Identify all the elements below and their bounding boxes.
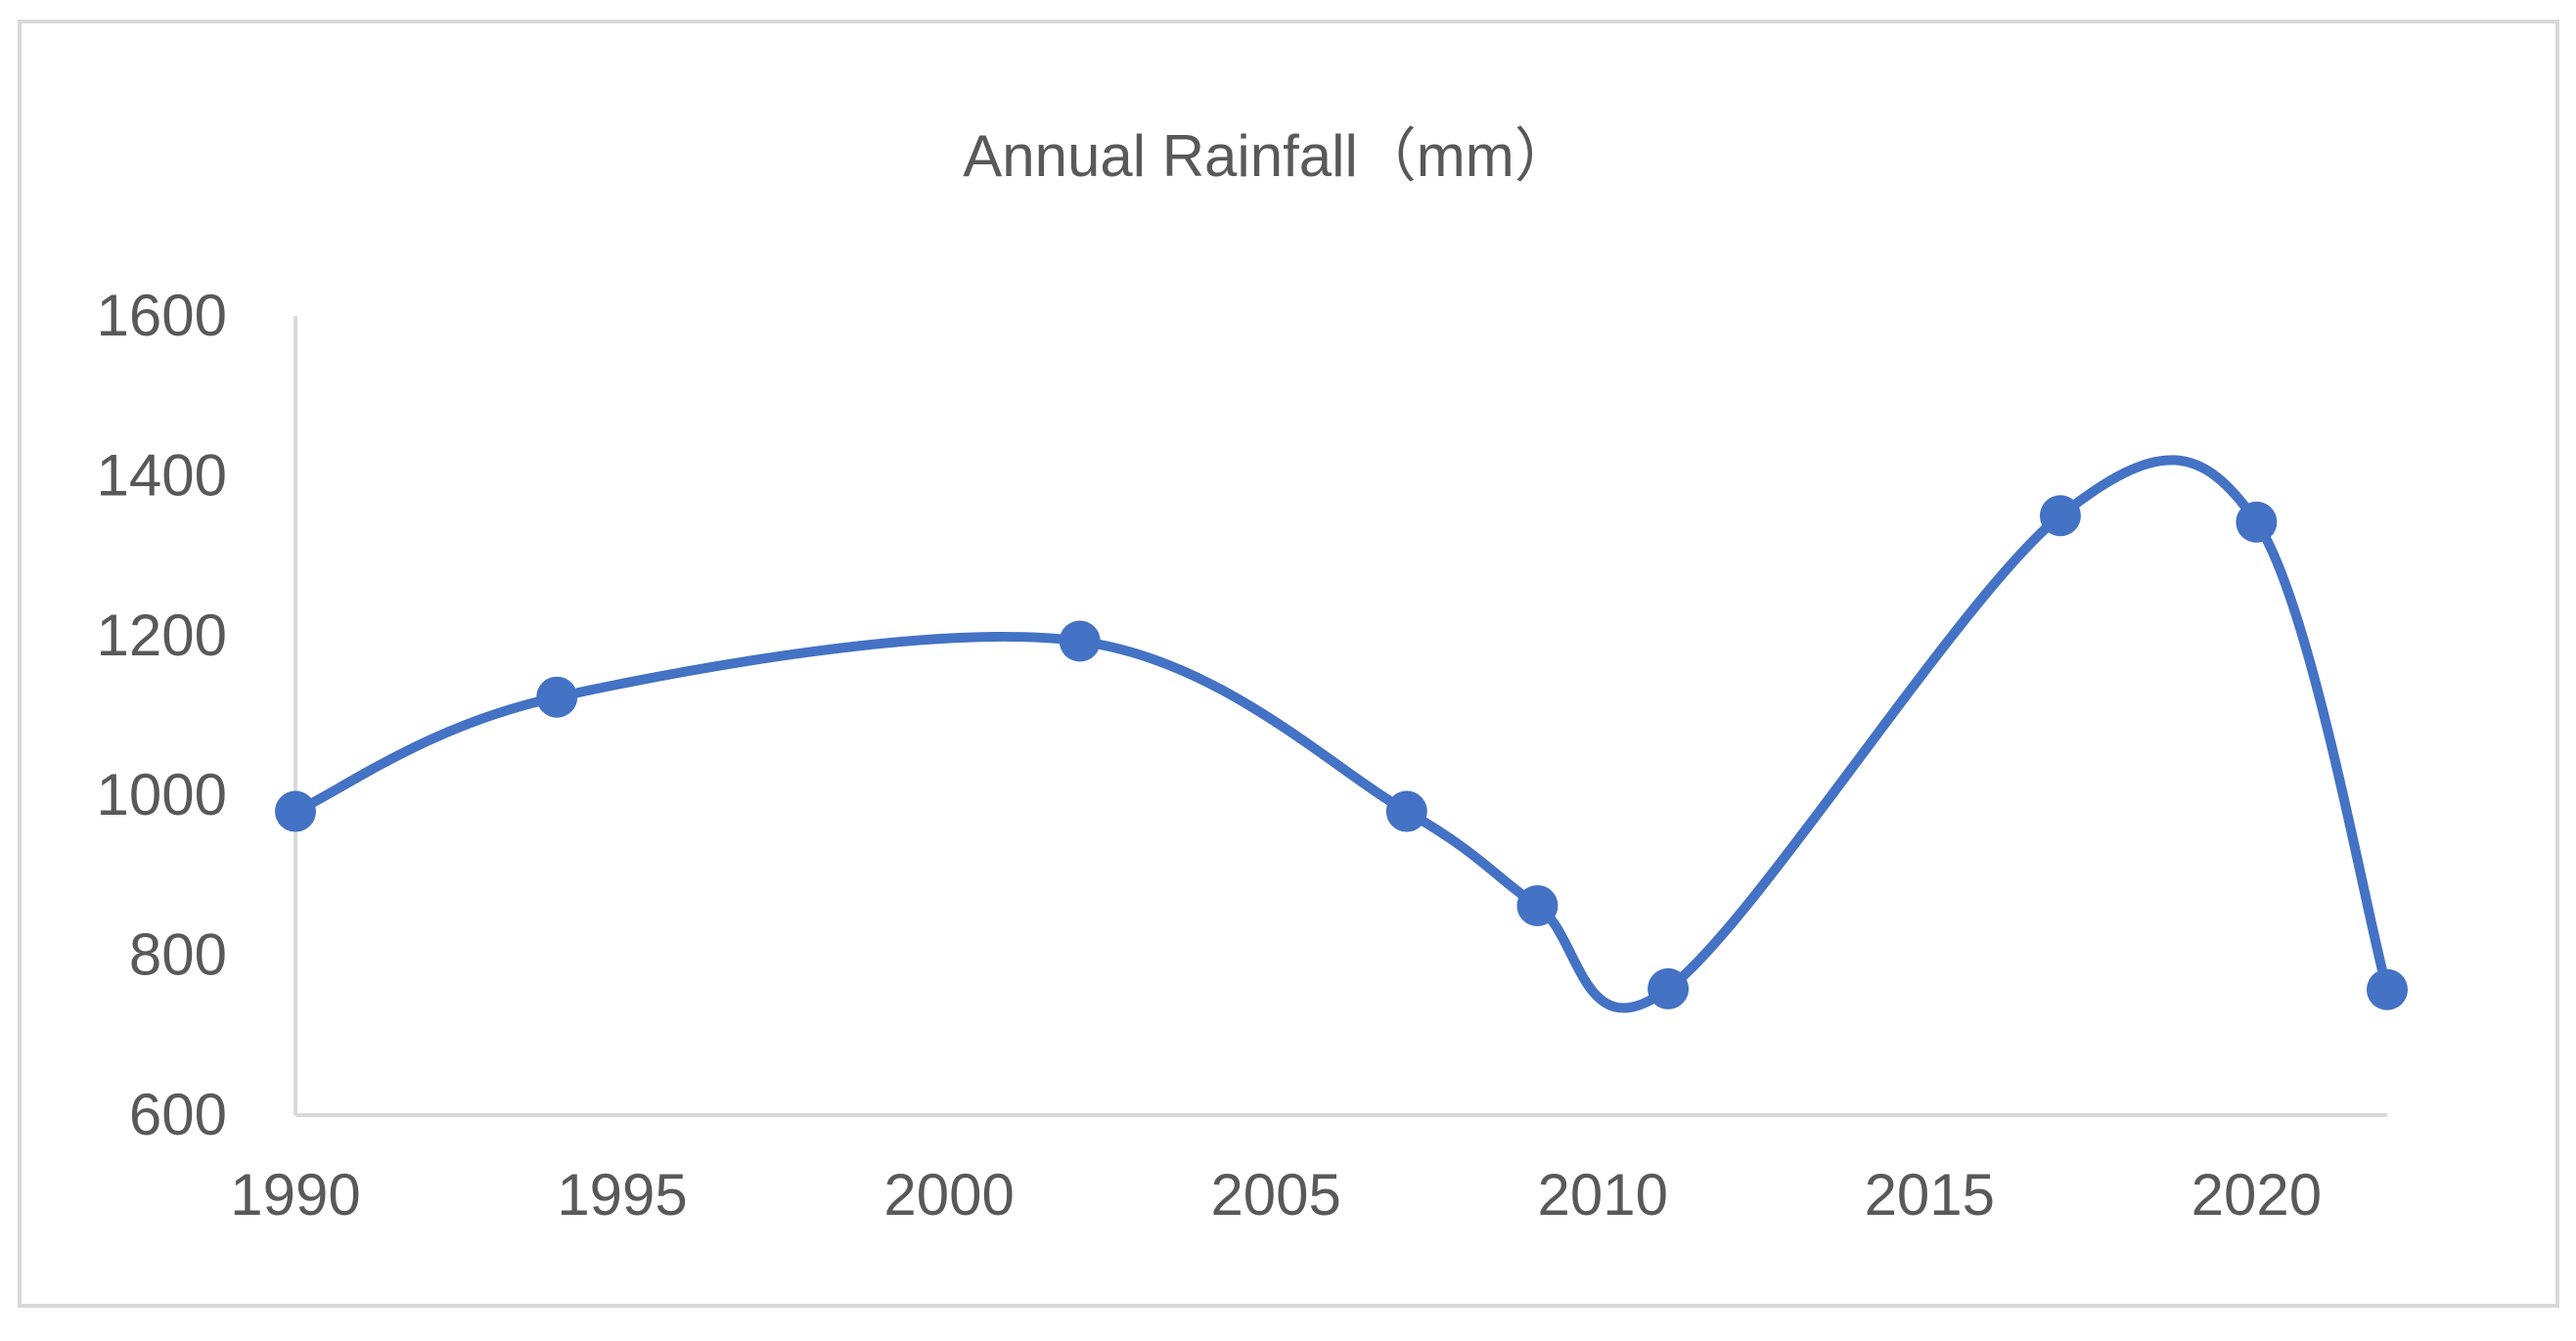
series-points — [275, 495, 2408, 1010]
y-tick-label: 1400 — [97, 442, 227, 508]
x-tick-label: 2015 — [1865, 1162, 1995, 1228]
x-axis: 1990 1995 2000 2005 2010 2015 2020 — [230, 1113, 2387, 1228]
y-tick-label: 1200 — [97, 603, 227, 668]
series-line — [291, 455, 2392, 1013]
data-point-2009 — [1516, 884, 1559, 926]
x-tick-labels: 1990 1995 2000 2005 2010 2015 2020 — [230, 1162, 2322, 1228]
y-tick-label: 1600 — [97, 283, 227, 348]
chart-border — [18, 20, 2559, 1308]
x-tick-label: 2010 — [1538, 1162, 1668, 1228]
y-tick-label: 1000 — [97, 762, 227, 827]
chart-title: Annual Rainfall（mm） — [963, 123, 1573, 189]
data-point-2007 — [1385, 790, 1427, 832]
data-point-1990 — [275, 790, 316, 832]
data-point-2002 — [1059, 620, 1101, 662]
y-tick-label: 800 — [129, 922, 227, 988]
data-point-2017 — [2039, 495, 2081, 537]
x-tick-label: 2020 — [2192, 1162, 2322, 1228]
y-axis: 600 800 1000 1200 1400 1600 — [97, 283, 297, 1147]
data-point-2022 — [2367, 968, 2408, 1010]
x-tick-label: 2005 — [1210, 1162, 1340, 1228]
data-point-2011 — [1648, 967, 1690, 1009]
x-tick-label: 2000 — [883, 1162, 1014, 1228]
y-tick-label: 600 — [129, 1082, 227, 1147]
x-tick-label: 1995 — [557, 1162, 687, 1228]
data-point-2020 — [2236, 501, 2278, 543]
y-tick-labels: 600 800 1000 1200 1400 1600 — [97, 283, 227, 1147]
series-annual-rainfall — [275, 455, 2408, 1013]
x-tick-label: 1990 — [230, 1162, 360, 1228]
data-point-1994 — [536, 676, 578, 718]
